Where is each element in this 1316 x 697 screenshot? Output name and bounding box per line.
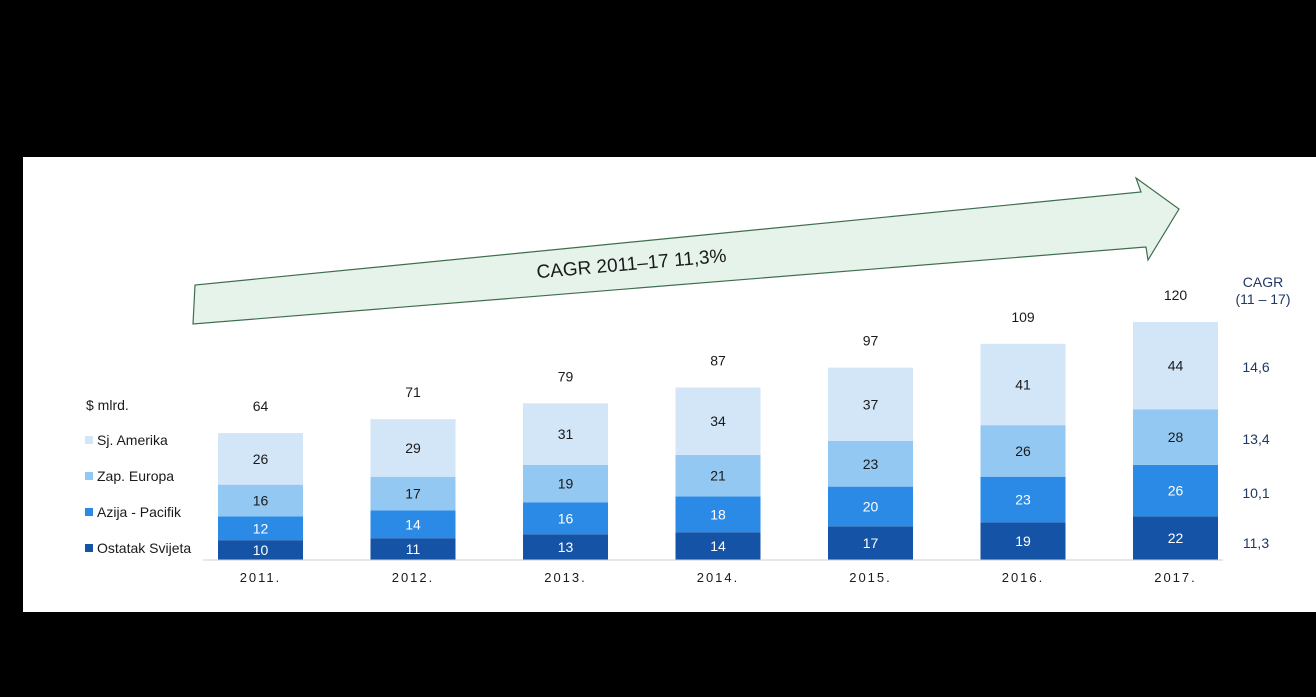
bar-value-label: 14 — [405, 516, 421, 532]
bar-value-label: 23 — [1015, 492, 1031, 508]
bar-value-label: 26 — [1015, 443, 1031, 459]
bar-segment — [370, 538, 456, 560]
bar-value-label: 12 — [253, 520, 269, 536]
bar-value-label: 21 — [710, 468, 726, 484]
bar-value-label: 22 — [1168, 530, 1184, 546]
bar-segment — [675, 496, 761, 533]
legend-item-ostatak-svijeta: Ostatak Svijeta — [85, 540, 191, 556]
bar-value-label: 31 — [558, 426, 574, 442]
bar-segment — [218, 540, 303, 560]
cagr-header-line-1: CAGR — [1242, 274, 1284, 290]
bar-total-label: 79 — [558, 368, 574, 384]
bar-segment — [523, 403, 608, 465]
bar-value-label: 17 — [863, 535, 879, 551]
bar-segment — [218, 433, 303, 485]
bar-value-label: 16 — [253, 493, 269, 509]
bar-total-label: 71 — [405, 384, 421, 400]
bar-value-label: 10 — [253, 542, 269, 558]
bar-segment — [828, 367, 913, 441]
chart-panel: CAGR 2011–17 11,3% 10 12 16 26 64 2011. 11 14 17 2… — [23, 157, 1316, 612]
legend-label: Ostatak Svijeta — [97, 540, 192, 556]
bar-segment — [675, 454, 761, 497]
legend-swatch — [85, 472, 93, 481]
x-tick-label: 2016. — [1002, 570, 1045, 585]
bar-total-label: 87 — [710, 352, 726, 368]
cagr-value-sj-amerika: 14,6 — [1242, 359, 1270, 375]
bar-value-label: 37 — [863, 396, 879, 412]
bar-segment — [370, 476, 456, 511]
cagr-value-azija-pacifik: 10,1 — [1242, 485, 1270, 501]
bar-segment — [370, 510, 456, 539]
bar-segment — [1133, 516, 1218, 560]
bar-segment — [980, 425, 1066, 477]
bar-value-label: 18 — [710, 506, 726, 522]
bar-value-label: 34 — [710, 413, 726, 429]
bar-segment — [523, 534, 608, 560]
bar-value-label: 26 — [253, 451, 269, 467]
legend-item-zap-europa: Zap. Europa — [85, 468, 174, 484]
bar-segment — [1133, 409, 1218, 465]
cagr-value-zap-europa: 13,4 — [1242, 431, 1270, 447]
bar-segment — [370, 419, 456, 477]
cagr-header-line-2: (11 – 17) — [1235, 291, 1291, 307]
bar-value-label: 19 — [1015, 533, 1031, 549]
bar-segment — [675, 387, 761, 455]
cagr-value-ostatak-svijeta: 11,3 — [1242, 535, 1270, 551]
legend-label: Sj. Amerika — [97, 432, 168, 448]
bar-value-label: 20 — [863, 498, 879, 514]
bar-value-label: 29 — [405, 440, 421, 456]
bar-value-label: 23 — [863, 456, 879, 472]
legend-label: Zap. Europa — [97, 468, 175, 484]
bar-segment — [828, 526, 913, 560]
x-tick-label: 2013. — [544, 570, 587, 585]
x-tick-label: 2017. — [1154, 570, 1197, 585]
bar-total-label: 64 — [253, 398, 269, 414]
bar-segment — [675, 532, 761, 560]
x-tick-label: 2014. — [697, 570, 740, 585]
legend-item-azija-pacifik: Azija - Pacifik — [85, 504, 181, 520]
unit-label: $ mlrd. — [86, 397, 129, 413]
bar-segment — [1133, 464, 1218, 517]
x-tick-label: 2012. — [392, 570, 435, 585]
stacked-bar-chart: CAGR 2011–17 11,3%10121626642011.1114172… — [192, 176, 1223, 585]
legend-item-sj-amerika: Sj. Amerika — [85, 432, 168, 448]
cagr-header: CAGR (11 – 17) — [1228, 274, 1298, 308]
legend-swatch — [85, 436, 93, 445]
bar-segment — [523, 464, 608, 503]
bar-value-label: 19 — [558, 476, 574, 492]
bar-segment — [218, 516, 303, 541]
bar-segment — [980, 343, 1066, 426]
bar-total-label: 120 — [1164, 287, 1188, 303]
bar-segment — [218, 484, 303, 517]
legend-label: Azija - Pacifik — [97, 504, 182, 520]
legend-swatch — [85, 544, 93, 553]
bar-segment — [828, 486, 913, 527]
bar-value-label: 11 — [406, 541, 421, 557]
cagr-arrow — [192, 176, 1180, 325]
bar-value-label: 17 — [405, 486, 421, 502]
bar-value-label: 14 — [710, 538, 726, 554]
bar-total-label: 109 — [1011, 309, 1035, 325]
legend-swatch — [85, 508, 93, 517]
bar-value-label: 44 — [1168, 358, 1184, 374]
bar-total-label: 97 — [863, 333, 879, 349]
bar-value-label: 16 — [558, 510, 574, 526]
x-tick-label: 2015. — [849, 570, 892, 585]
bar-segment — [1133, 322, 1218, 410]
bar-segment — [980, 476, 1066, 523]
bar-segment — [523, 502, 608, 535]
bar-value-label: 41 — [1015, 376, 1031, 392]
bar-segment — [828, 441, 913, 487]
bar-value-label: 28 — [1168, 429, 1184, 445]
bar-value-label: 13 — [558, 539, 574, 555]
x-tick-label: 2011. — [240, 570, 282, 585]
bar-value-label: 26 — [1168, 483, 1184, 499]
bar-segment — [980, 522, 1066, 560]
